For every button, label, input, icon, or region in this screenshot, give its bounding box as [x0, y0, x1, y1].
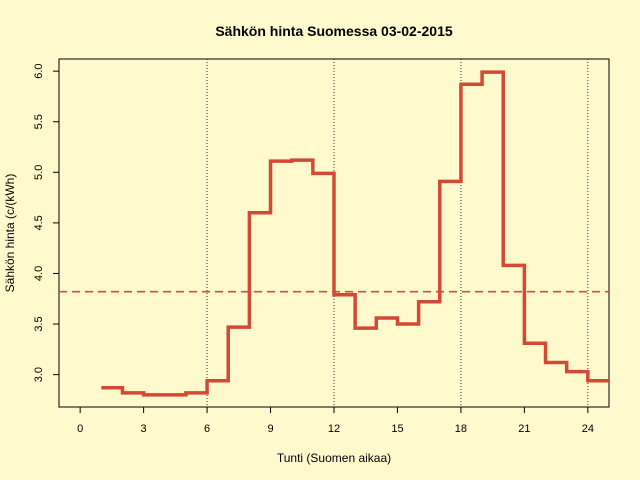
y-tick-label: 5.0	[33, 165, 45, 180]
x-tick-label: 9	[267, 423, 273, 435]
x-axis: 0 3 6 9 12 15 18 21 24	[77, 407, 594, 435]
y-tick-label: 4.5	[33, 215, 45, 230]
x-axis-label: Tunti (Suomen aikaa)	[277, 451, 391, 465]
chart-title: Sähkön hinta Suomessa 03-02-2015	[215, 23, 453, 39]
y-tick-label: 5.5	[33, 114, 45, 129]
x-tick-label: 12	[328, 423, 340, 435]
x-tick-label: 3	[141, 423, 147, 435]
y-axis: 3.0 3.5 4.0 4.5 5.0 5.5 6.0	[33, 63, 59, 382]
price-step-line	[101, 70, 609, 397]
y-tick-label: 6.0	[33, 63, 45, 78]
y-tick-label: 3.5	[33, 316, 45, 331]
x-tick-label: 0	[77, 423, 83, 435]
y-axis-label: Sähkön hinta (c/(kWh)	[3, 174, 17, 293]
y-tick-label: 3.0	[33, 367, 45, 382]
x-tick-label: 24	[582, 423, 594, 435]
hour-divider-lines	[206, 59, 589, 407]
y-tick-label: 4.0	[33, 266, 45, 281]
x-tick-label: 21	[518, 423, 530, 435]
price-series	[101, 70, 609, 397]
x-tick-label: 18	[455, 423, 467, 435]
x-tick-label: 15	[391, 423, 403, 435]
x-tick-label: 6	[204, 423, 210, 435]
